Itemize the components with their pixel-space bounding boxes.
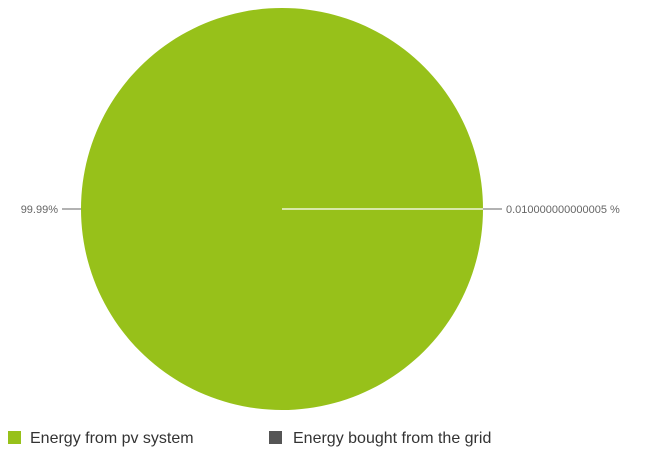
legend-label-2: Energy bought from the grid [293,430,491,447]
slice-labels-layer: 99.99% 0.010000000000005 % [21,204,620,216]
slice-label-2: 0.010000000000005 % [506,204,620,216]
legend-swatch-2 [269,431,282,444]
legend-label-1: Energy from pv system [30,430,194,447]
slice-label-1: 99.99% [21,204,59,216]
slices-layer [81,7,484,410]
legend-swatch-1 [8,431,21,444]
legend: Energy from pv system Energy bought from … [8,430,491,447]
